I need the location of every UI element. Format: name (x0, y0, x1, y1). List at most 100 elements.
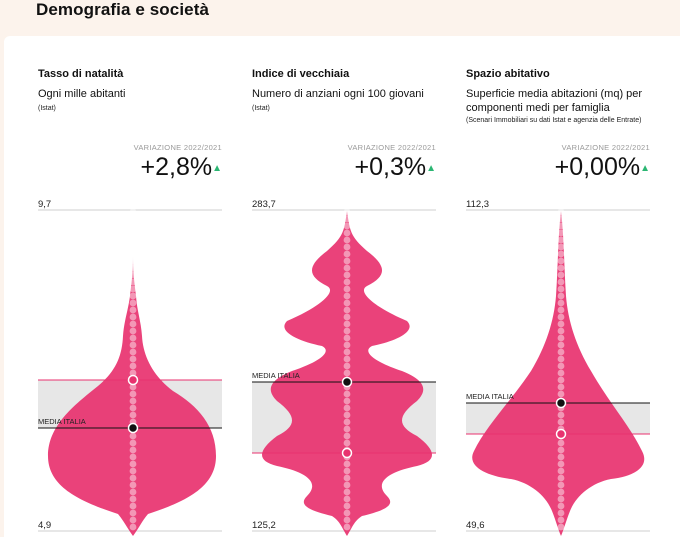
province-dot (557, 355, 565, 363)
province-dot (343, 271, 351, 279)
province-dot (557, 362, 565, 370)
panel-source: (Istat) (252, 105, 270, 112)
section-title: Demografia e società (36, 0, 210, 19)
province-dot (557, 369, 565, 377)
province-dot (129, 320, 137, 328)
panel-subtitle: Numero di anziani ogni 100 giovani (252, 88, 424, 100)
province-dot (343, 488, 351, 496)
province-dot (557, 495, 565, 503)
italy-average-marker (341, 376, 353, 388)
variation-number: +2,8% (140, 153, 213, 181)
province-dot (129, 327, 137, 335)
province-dot (129, 446, 137, 454)
province-dot (557, 523, 565, 531)
axis-min-label: 49,6 (466, 520, 485, 531)
province-dot (129, 229, 137, 237)
province-dot (343, 292, 351, 300)
province-dot (343, 467, 351, 475)
province-dot (129, 313, 137, 321)
province-dot (557, 208, 565, 216)
province-dot (129, 439, 137, 447)
province-dot (557, 474, 565, 482)
panel-birth-rate: Tasso di natalità Ogni mille abitanti (I… (38, 36, 222, 537)
province-dot (343, 418, 351, 426)
province-dot (343, 208, 351, 216)
province-dot (343, 257, 351, 265)
province-dots (343, 208, 351, 531)
province-dot (557, 236, 565, 244)
province-dot (129, 250, 137, 258)
province-dot (129, 299, 137, 307)
province-dot (343, 250, 351, 258)
province-dot (343, 313, 351, 321)
province-dot (343, 306, 351, 314)
province-dot (557, 376, 565, 384)
province-dot (557, 502, 565, 510)
province-dot (129, 208, 137, 216)
panel-source: (Istat) (38, 105, 56, 112)
province-dot (129, 243, 137, 251)
province-dot (129, 271, 137, 279)
province-dot (343, 362, 351, 370)
province-dot (129, 285, 137, 293)
province-dot (343, 369, 351, 377)
province-dot (557, 418, 565, 426)
province-dot (557, 222, 565, 230)
province-dot (129, 488, 137, 496)
province-dot (343, 348, 351, 356)
province-marker (555, 428, 567, 440)
province-dot (557, 467, 565, 475)
indicators-card: Tasso di natalità Ogni mille abitanti (I… (4, 36, 680, 537)
violin-shape (48, 211, 216, 536)
panel-title: Tasso di natalità (38, 68, 124, 80)
province-dot (557, 229, 565, 237)
variation-value: +0,00%▲ (555, 153, 650, 182)
province-dot (557, 306, 565, 314)
province-dot (343, 474, 351, 482)
variation-value: +2,8%▲ (141, 153, 223, 182)
province-dot (343, 411, 351, 419)
province-dot (343, 278, 351, 286)
media-italia-label: MEDIA ITALIA (466, 392, 514, 401)
province-dot (557, 278, 565, 286)
province-dot (129, 495, 137, 503)
province-dot (557, 509, 565, 517)
province-dot (343, 404, 351, 412)
province-dot (343, 425, 351, 433)
violin-shape (472, 211, 645, 536)
province-dot (557, 439, 565, 447)
violin-chart-living-space: MEDIA ITALIA 112,3 49,6 (466, 199, 650, 536)
province-dot (343, 229, 351, 237)
province-dot (129, 460, 137, 468)
axis-min-label: 125,2 (252, 520, 276, 531)
province-dot (129, 502, 137, 510)
province-dot (129, 404, 137, 412)
province-dot (129, 369, 137, 377)
province-dot (129, 474, 137, 482)
variation-value: +0,3%▲ (355, 153, 437, 182)
italy-average-marker (555, 397, 567, 409)
province-dot (343, 460, 351, 468)
province-dot (557, 516, 565, 524)
province-dot (129, 453, 137, 461)
province-dot (129, 481, 137, 489)
province-dot (129, 467, 137, 475)
province-dot (343, 432, 351, 440)
province-dot (557, 446, 565, 454)
axis-max-label: 112,3 (466, 199, 489, 210)
province-marker (127, 374, 139, 386)
province-dot (557, 348, 565, 356)
violin-chart-birth-rate: MEDIA ITALIA 9,7 4,9 (38, 199, 222, 536)
province-dot (557, 460, 565, 468)
province-dot (557, 334, 565, 342)
province-dot (343, 327, 351, 335)
province-dot (343, 509, 351, 517)
panel-subtitle: Ogni mille abitanti (38, 88, 126, 100)
province-dot (129, 222, 137, 230)
province-dot (343, 215, 351, 223)
province-dot (343, 390, 351, 398)
italy-average-marker (127, 422, 139, 434)
province-dot (129, 432, 137, 440)
province-dot (129, 306, 137, 314)
panel-living-space: Spazio abitativo Superficie media abitaz… (466, 36, 650, 537)
